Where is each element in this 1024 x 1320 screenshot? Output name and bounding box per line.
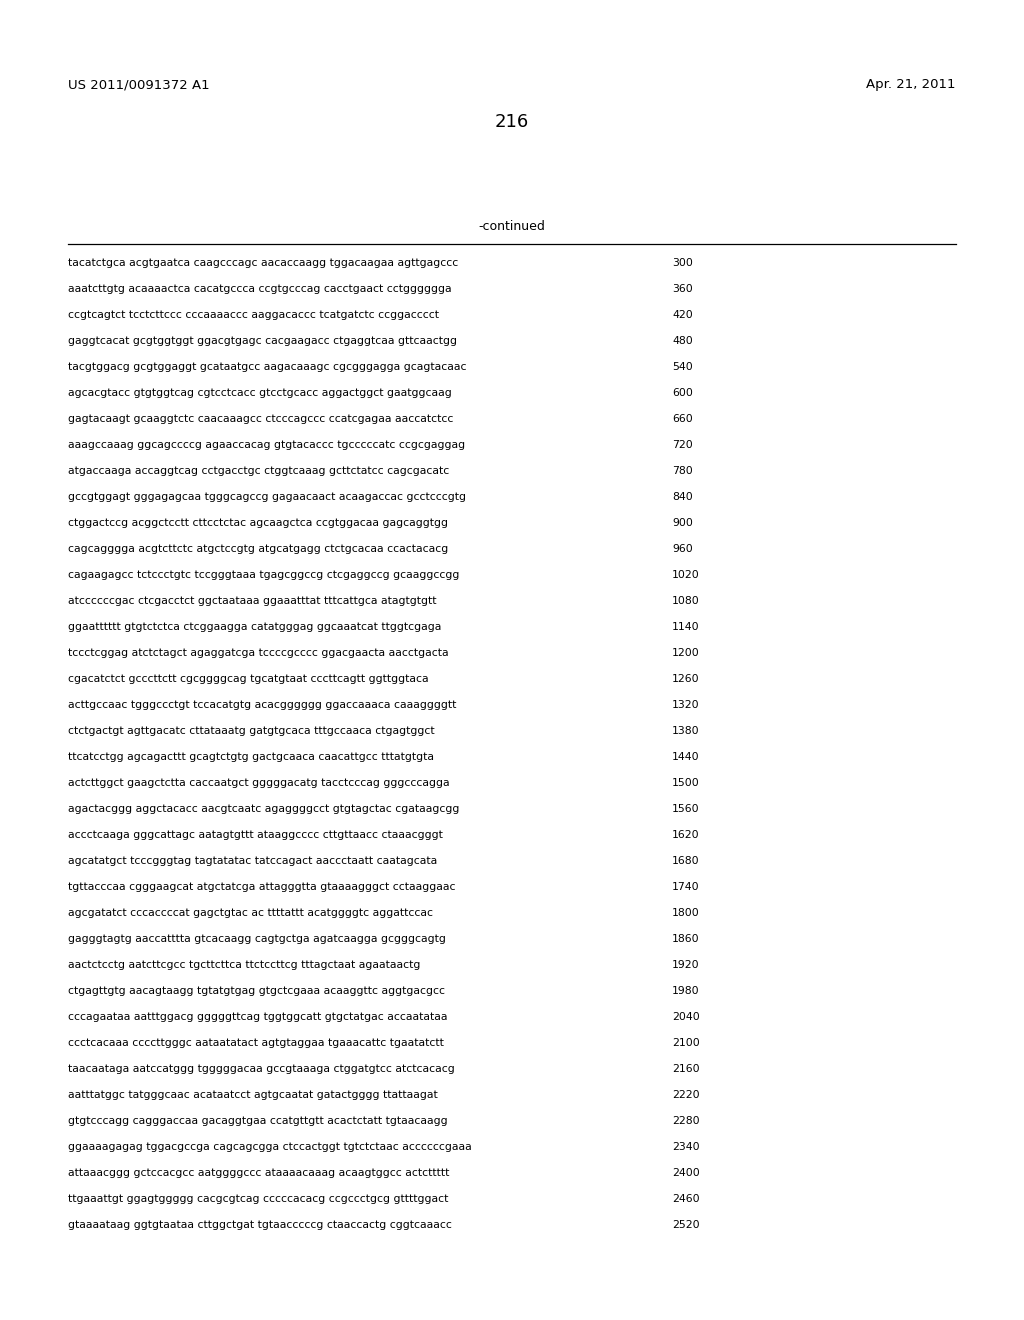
- Text: 2160: 2160: [672, 1064, 699, 1074]
- Text: 1320: 1320: [672, 700, 699, 710]
- Text: 1500: 1500: [672, 777, 699, 788]
- Text: aactctcctg aatcttcgcc tgcttcttca ttctccttcg tttagctaat agaataactg: aactctcctg aatcttcgcc tgcttcttca ttctcct…: [68, 960, 421, 970]
- Text: 1620: 1620: [672, 830, 699, 840]
- Text: 2220: 2220: [672, 1090, 699, 1100]
- Text: tgttacccaa cgggaagcat atgctatcga attagggtta gtaaaagggct cctaaggaac: tgttacccaa cgggaagcat atgctatcga attaggg…: [68, 882, 456, 892]
- Text: ggaatttttt gtgtctctca ctcggaagga catatgggag ggcaaatcat ttggtcgaga: ggaatttttt gtgtctctca ctcggaagga catatgg…: [68, 622, 441, 632]
- Text: aaagccaaag ggcagccccg agaaccacag gtgtacaccc tgcccccatc ccgcgaggag: aaagccaaag ggcagccccg agaaccacag gtgtaca…: [68, 440, 465, 450]
- Text: tacgtggacg gcgtggaggt gcataatgcc aagacaaagc cgcgggagga gcagtacaac: tacgtggacg gcgtggaggt gcataatgcc aagacaa…: [68, 362, 467, 372]
- Text: 2400: 2400: [672, 1168, 699, 1177]
- Text: 720: 720: [672, 440, 693, 450]
- Text: tacatctgca acgtgaatca caagcccagc aacaccaagg tggacaagaa agttgagccc: tacatctgca acgtgaatca caagcccagc aacacca…: [68, 257, 459, 268]
- Text: 1080: 1080: [672, 597, 699, 606]
- Text: 2520: 2520: [672, 1220, 699, 1230]
- Text: US 2011/0091372 A1: US 2011/0091372 A1: [68, 78, 210, 91]
- Text: ctctgactgt agttgacatc cttataaatg gatgtgcaca tttgccaaca ctgagtggct: ctctgactgt agttgacatc cttataaatg gatgtgc…: [68, 726, 434, 737]
- Text: ttcatcctgg agcagacttt gcagtctgtg gactgcaaca caacattgcc tttatgtgta: ttcatcctgg agcagacttt gcagtctgtg gactgca…: [68, 752, 434, 762]
- Text: 360: 360: [672, 284, 693, 294]
- Text: gagggtagtg aaccatttta gtcacaagg cagtgctga agatcaagga gcgggcagtg: gagggtagtg aaccatttta gtcacaagg cagtgctg…: [68, 935, 445, 944]
- Text: 216: 216: [495, 114, 529, 131]
- Text: 1140: 1140: [672, 622, 699, 632]
- Text: gtaaaataag ggtgtaataa cttggctgat tgtaacccccg ctaaccactg cggtcaaacc: gtaaaataag ggtgtaataa cttggctgat tgtaacc…: [68, 1220, 452, 1230]
- Text: ggaaaagagag tggacgccga cagcagcgga ctccactggt tgtctctaac accccccgaaa: ggaaaagagag tggacgccga cagcagcgga ctccac…: [68, 1142, 472, 1152]
- Text: 1560: 1560: [672, 804, 699, 814]
- Text: 1200: 1200: [672, 648, 699, 657]
- Text: 1800: 1800: [672, 908, 699, 917]
- Text: 1680: 1680: [672, 855, 699, 866]
- Text: 2460: 2460: [672, 1195, 699, 1204]
- Text: cagaagagcc tctccctgtc tccgggtaaa tgagcggccg ctcgaggccg gcaaggccgg: cagaagagcc tctccctgtc tccgggtaaa tgagcgg…: [68, 570, 460, 579]
- Text: aaatcttgtg acaaaactca cacatgccca ccgtgcccag cacctgaact cctgggggga: aaatcttgtg acaaaactca cacatgccca ccgtgcc…: [68, 284, 452, 294]
- Text: ctgagttgtg aacagtaagg tgtatgtgag gtgctcgaaa acaaggttc aggtgacgcc: ctgagttgtg aacagtaagg tgtatgtgag gtgctcg…: [68, 986, 445, 997]
- Text: 2280: 2280: [672, 1115, 699, 1126]
- Text: atgaccaaga accaggtcag cctgacctgc ctggtcaaag gcttctatcc cagcgacatc: atgaccaaga accaggtcag cctgacctgc ctggtca…: [68, 466, 450, 477]
- Text: acttgccaac tgggccctgt tccacatgtg acacgggggg ggaccaaaca caaaggggtt: acttgccaac tgggccctgt tccacatgtg acacggg…: [68, 700, 457, 710]
- Text: taacaataga aatccatggg tgggggacaa gccgtaaaga ctggatgtcc atctcacacg: taacaataga aatccatggg tgggggacaa gccgtaa…: [68, 1064, 455, 1074]
- Text: tccctcggag atctctagct agaggatcga tccccgcccc ggacgaacta aacctgacta: tccctcggag atctctagct agaggatcga tccccgc…: [68, 648, 449, 657]
- Text: ttgaaattgt ggagtggggg cacgcgtcag cccccacacg ccgccctgcg gttttggact: ttgaaattgt ggagtggggg cacgcgtcag cccccac…: [68, 1195, 449, 1204]
- Text: gtgtcccagg cagggaccaa gacaggtgaa ccatgttgtt acactctatt tgtaacaagg: gtgtcccagg cagggaccaa gacaggtgaa ccatgtt…: [68, 1115, 447, 1126]
- Text: aatttatggc tatgggcaac acataatcct agtgcaatat gatactgggg ttattaagat: aatttatggc tatgggcaac acataatcct agtgcaa…: [68, 1090, 437, 1100]
- Text: 480: 480: [672, 337, 693, 346]
- Text: gaggtcacat gcgtggtggt ggacgtgagc cacgaagacc ctgaggtcaa gttcaactgg: gaggtcacat gcgtggtggt ggacgtgagc cacgaag…: [68, 337, 457, 346]
- Text: 900: 900: [672, 517, 693, 528]
- Text: 2340: 2340: [672, 1142, 699, 1152]
- Text: Apr. 21, 2011: Apr. 21, 2011: [866, 78, 956, 91]
- Text: 1440: 1440: [672, 752, 699, 762]
- Text: atccccccgac ctcgacctct ggctaataaa ggaaatttat tttcattgca atagtgtgtt: atccccccgac ctcgacctct ggctaataaa ggaaat…: [68, 597, 436, 606]
- Text: 2100: 2100: [672, 1038, 699, 1048]
- Text: 420: 420: [672, 310, 693, 319]
- Text: agcatatgct tcccgggtag tagtatatac tatccagact aaccctaatt caatagcata: agcatatgct tcccgggtag tagtatatac tatccag…: [68, 855, 437, 866]
- Text: gccgtggagt gggagagcaa tgggcagccg gagaacaact acaagaccac gcctcccgtg: gccgtggagt gggagagcaa tgggcagccg gagaaca…: [68, 492, 466, 502]
- Text: cccagaataa aatttggacg gggggttcag tggtggcatt gtgctatgac accaatataa: cccagaataa aatttggacg gggggttcag tggtggc…: [68, 1012, 447, 1022]
- Text: 780: 780: [672, 466, 693, 477]
- Text: 1260: 1260: [672, 675, 699, 684]
- Text: cagcagggga acgtcttctc atgctccgtg atgcatgagg ctctgcacaa ccactacacg: cagcagggga acgtcttctc atgctccgtg atgcatg…: [68, 544, 449, 554]
- Text: 300: 300: [672, 257, 693, 268]
- Text: ccctcacaaa ccccttgggc aataatatact agtgtaggaa tgaaacattc tgaatatctt: ccctcacaaa ccccttgggc aataatatact agtgta…: [68, 1038, 443, 1048]
- Text: 840: 840: [672, 492, 693, 502]
- Text: accctcaaga gggcattagc aatagtgttt ataaggcccc cttgttaacc ctaaacgggt: accctcaaga gggcattagc aatagtgttt ataaggc…: [68, 830, 442, 840]
- Text: 540: 540: [672, 362, 693, 372]
- Text: agactacggg aggctacacc aacgtcaatc agaggggcct gtgtagctac cgataagcgg: agactacggg aggctacacc aacgtcaatc agagggg…: [68, 804, 460, 814]
- Text: ctggactccg acggctcctt cttcctctac agcaagctca ccgtggacaa gagcaggtgg: ctggactccg acggctcctt cttcctctac agcaagc…: [68, 517, 449, 528]
- Text: 1920: 1920: [672, 960, 699, 970]
- Text: gagtacaagt gcaaggtctc caacaaagcc ctcccagccc ccatcgagaa aaccatctcc: gagtacaagt gcaaggtctc caacaaagcc ctcccag…: [68, 414, 454, 424]
- Text: ccgtcagtct tcctcttccc cccaaaaccc aaggacaccc tcatgatctc ccggacccct: ccgtcagtct tcctcttccc cccaaaaccc aaggaca…: [68, 310, 439, 319]
- Text: 600: 600: [672, 388, 693, 399]
- Text: 1740: 1740: [672, 882, 699, 892]
- Text: agcacgtacc gtgtggtcag cgtcctcacc gtcctgcacc aggactggct gaatggcaag: agcacgtacc gtgtggtcag cgtcctcacc gtcctgc…: [68, 388, 452, 399]
- Text: 1980: 1980: [672, 986, 699, 997]
- Text: agcgatatct cccaccccat gagctgtac ac ttttattt acatggggtc aggattccac: agcgatatct cccaccccat gagctgtac ac tttta…: [68, 908, 433, 917]
- Text: attaaacggg gctccacgcc aatggggccc ataaaacaaag acaagtggcc actcttttt: attaaacggg gctccacgcc aatggggccc ataaaac…: [68, 1168, 450, 1177]
- Text: 2040: 2040: [672, 1012, 699, 1022]
- Text: 1860: 1860: [672, 935, 699, 944]
- Text: cgacatctct gcccttctt cgcggggcag tgcatgtaat cccttcagtt ggttggtaca: cgacatctct gcccttctt cgcggggcag tgcatgta…: [68, 675, 429, 684]
- Text: 1380: 1380: [672, 726, 699, 737]
- Text: 960: 960: [672, 544, 693, 554]
- Text: 1020: 1020: [672, 570, 699, 579]
- Text: 660: 660: [672, 414, 693, 424]
- Text: -continued: -continued: [478, 220, 546, 234]
- Text: actcttggct gaagctctta caccaatgct gggggacatg tacctcccag gggcccagga: actcttggct gaagctctta caccaatgct gggggac…: [68, 777, 450, 788]
